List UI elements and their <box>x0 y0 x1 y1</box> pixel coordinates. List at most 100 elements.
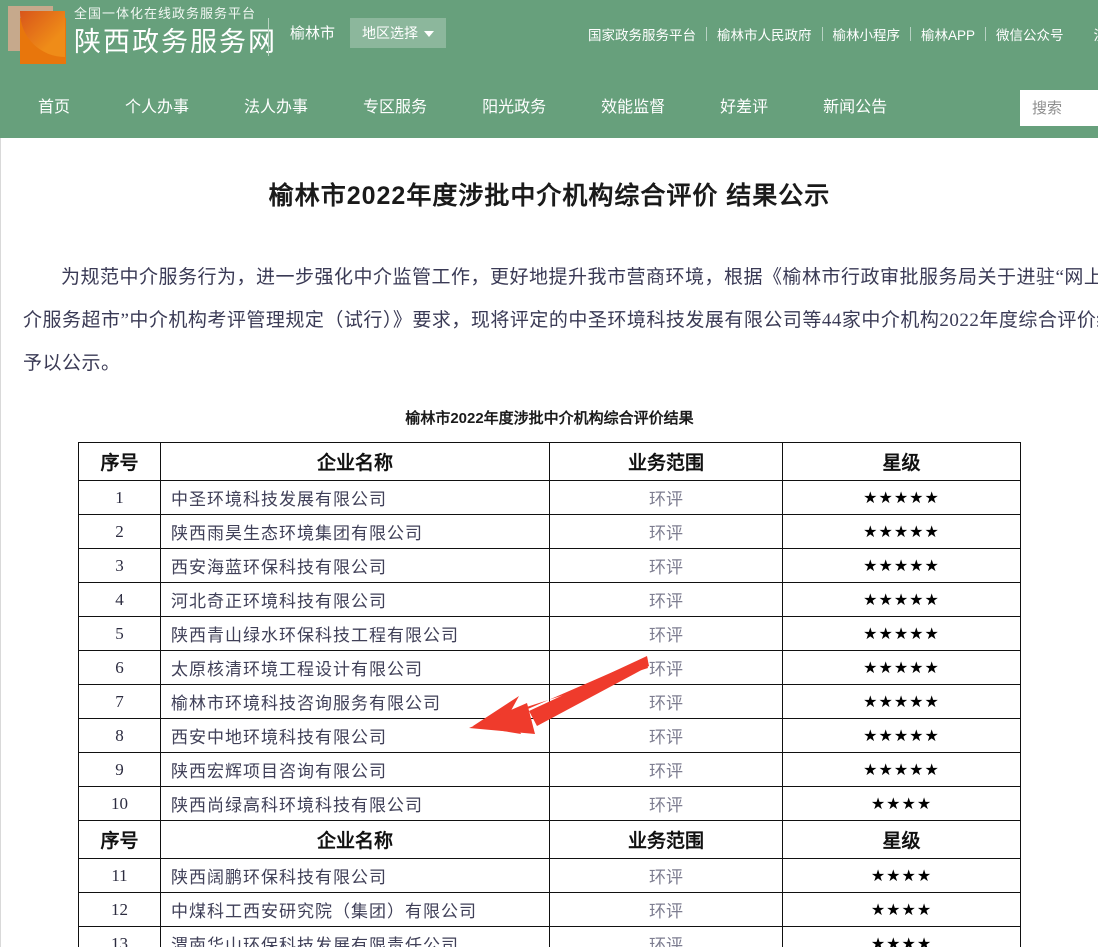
table-row: 6 太原核清环境工程设计有限公司 环评 ★★★★★ <box>78 650 1021 685</box>
cell-business-scope: 环评 <box>549 616 783 651</box>
cell-star-rating: ★★★★★ <box>782 548 1021 583</box>
cell-no: 3 <box>78 548 161 583</box>
nav-item-review[interactable]: 好差评 <box>720 99 769 116</box>
table-row: 10 陕西尚绿高科环境科技有限公司 环评 ★★★★ <box>78 786 1021 821</box>
site-logo-icon[interactable] <box>8 6 70 68</box>
chevron-down-icon <box>424 31 434 38</box>
nav-item-news[interactable]: 新闻公告 <box>823 99 888 116</box>
cell-star-rating: ★★★★★ <box>782 514 1021 549</box>
cell-company-name: 中圣环境科技发展有限公司 <box>160 480 550 515</box>
cell-business-scope: 业务范围 <box>549 820 783 859</box>
cell-star-rating: ★★★★ <box>782 858 1021 893</box>
nav-item-home[interactable]: 首页 <box>38 99 71 116</box>
current-city-label: 榆林市 <box>290 25 336 42</box>
table-header-row: 序号 企业名称 业务范围 星级 <box>78 442 1021 481</box>
table-row: 4 河北奇正环境科技有限公司 环评 ★★★★★ <box>78 582 1021 617</box>
nav-item-legal-person[interactable]: 法人办事 <box>244 99 309 116</box>
brand-divider <box>268 18 269 56</box>
top-link-national-platform[interactable]: 国家政务服务平台 <box>588 28 696 43</box>
cell-star-rating: 星级 <box>782 820 1021 859</box>
cell-company-name: 陕西雨昊生态环境集团有限公司 <box>160 514 550 549</box>
top-link-separator <box>910 27 911 41</box>
top-link-separator <box>821 27 823 41</box>
cell-company-name: 陕西宏辉项目咨询有限公司 <box>160 752 550 787</box>
column-header-scope: 业务范围 <box>549 442 783 481</box>
cell-no: 2 <box>78 514 161 549</box>
brand-title: 陕西政务服务网 <box>74 27 277 57</box>
evaluation-results-table: 序号 企业名称 业务范围 星级 1 中圣环境科技发展有限公司 环评 ★★★★★ 2 陕西雨… <box>78 442 1021 947</box>
brand-subtitle: 全国一体化在线政务服务平台 <box>74 6 257 21</box>
cell-no: 9 <box>78 752 161 787</box>
cell-no: 13 <box>78 926 161 947</box>
top-link-yulin-government[interactable]: 榆林市人民政府 <box>717 28 812 43</box>
region-select-label: 地区选择 <box>362 25 418 41</box>
table-row: 11 陕西阔鹏环保科技有限公司 环评 ★★★★ <box>78 858 1021 893</box>
search-input[interactable] <box>1020 90 1098 126</box>
brand-block: 全国一体化在线政务服务平台 陕西政务服务网 <box>74 4 277 60</box>
cell-business-scope: 环评 <box>549 718 783 753</box>
column-header-no: 序号 <box>78 442 161 481</box>
cell-star-rating: ★★★★★ <box>782 582 1021 617</box>
nav-item-zone-service[interactable]: 专区服务 <box>363 99 428 116</box>
cell-no: 8 <box>78 718 161 753</box>
cell-business-scope: 环评 <box>549 650 783 685</box>
top-link-yulin-app[interactable]: 榆林APP <box>921 28 976 43</box>
cell-no: 11 <box>78 858 161 893</box>
cell-no: 12 <box>78 892 161 927</box>
nav-item-sunshine-gov[interactable]: 阳光政务 <box>482 99 547 116</box>
cell-no: 5 <box>78 616 161 651</box>
site-header: 全国一体化在线政务服务平台 陕西政务服务网 榆林市 地区选择 国家政务服务平台 … <box>0 0 1098 78</box>
cell-business-scope: 环评 <box>549 858 783 893</box>
cell-star-rating: ★★★★ <box>782 892 1021 927</box>
region-select-button[interactable]: 地区选择 <box>350 18 446 48</box>
cell-company-name: 榆林市环境科技咨询服务有限公司 <box>160 684 550 719</box>
nav-item-personal[interactable]: 个人办事 <box>125 99 190 116</box>
cell-star-rating: ★★★★★ <box>782 480 1021 515</box>
cell-business-scope: 环评 <box>549 926 783 947</box>
table-row: 5 陕西青山绿水环保科技工程有限公司 环评 ★★★★★ <box>78 616 1021 651</box>
cell-company-name: 渭南华山环保科技发展有限责任公司 <box>160 926 550 947</box>
cell-no: 1 <box>78 480 161 515</box>
cell-star-rating: ★★★★★ <box>782 650 1021 685</box>
cell-business-scope: 环评 <box>549 752 783 787</box>
search-box[interactable] <box>1020 90 1098 126</box>
document-page: 榆林市2022年度涉批中介机构综合评价 结果公示 为规范中介服务行为，进一步强化… <box>0 138 1098 947</box>
cell-business-scope: 环评 <box>549 786 783 821</box>
document-body-text: 为规范中介服务行为，进一步强化中介监管工作，更好地提升我市营商环境，根据《榆林市… <box>23 267 1098 374</box>
page-title: 榆林市2022年度涉批中介机构综合评价 结果公示 <box>268 182 831 210</box>
column-header-name: 企业名称 <box>160 442 550 481</box>
cell-star-rating: ★★★★★ <box>782 616 1021 651</box>
cell-company-name: 企业名称 <box>160 820 550 859</box>
top-link-wechat-official[interactable]: 微信公众号 <box>996 28 1064 43</box>
cell-no: 4 <box>78 582 161 617</box>
table-head: 序号 企业名称 业务范围 星级 <box>78 442 1021 481</box>
top-link-separator <box>985 27 987 41</box>
table-row: 7 榆林市环境科技咨询服务有限公司 环评 ★★★★★ <box>78 684 1021 719</box>
cell-company-name: 中煤科工西安研究院（集团）有限公司 <box>160 892 550 927</box>
table-row: 1 中圣环境科技发展有限公司 环评 ★★★★★ <box>78 480 1021 515</box>
table-row: 2 陕西雨昊生态环境集团有限公司 环评 ★★★★★ <box>78 514 1021 549</box>
cell-star-rating: ★★★★★ <box>782 684 1021 719</box>
cell-star-rating: ★★★★ <box>782 926 1021 947</box>
cell-company-name: 陕西青山绿水环保科技工程有限公司 <box>160 616 550 651</box>
nav-item-efficiency[interactable]: 效能监督 <box>601 99 666 116</box>
table-row: 8 西安中地环境科技有限公司 环评 ★★★★★ <box>78 718 1021 753</box>
top-link-yulin-miniprogram[interactable]: 榆林小程序 <box>832 28 901 43</box>
cell-no: 7 <box>78 684 161 719</box>
cell-business-scope: 环评 <box>549 480 783 515</box>
cell-company-name: 河北奇正环境科技有限公司 <box>160 582 550 617</box>
table-row: 13 渭南华山环保科技发展有限责任公司 环评 ★★★★ <box>78 926 1021 947</box>
cell-star-rating: ★★★★★ <box>782 718 1021 753</box>
cell-no: 10 <box>78 786 161 821</box>
register-link[interactable]: 注册 <box>1074 24 1098 44</box>
column-header-stars: 星级 <box>782 442 1021 481</box>
cell-no: 序号 <box>78 820 161 859</box>
table-header-row-repeat: 序号 企业名称 业务范围 星级 <box>78 820 1021 859</box>
top-link-separator <box>706 27 707 41</box>
cell-company-name: 西安海蓝环保科技有限公司 <box>160 548 550 583</box>
cell-business-scope: 环评 <box>549 892 783 927</box>
cell-company-name: 西安中地环境科技有限公司 <box>160 718 550 753</box>
cell-business-scope: 环评 <box>549 548 783 583</box>
cell-star-rating: ★★★★ <box>782 786 1021 821</box>
cell-company-name: 陕西尚绿高科环境科技有限公司 <box>160 786 550 821</box>
